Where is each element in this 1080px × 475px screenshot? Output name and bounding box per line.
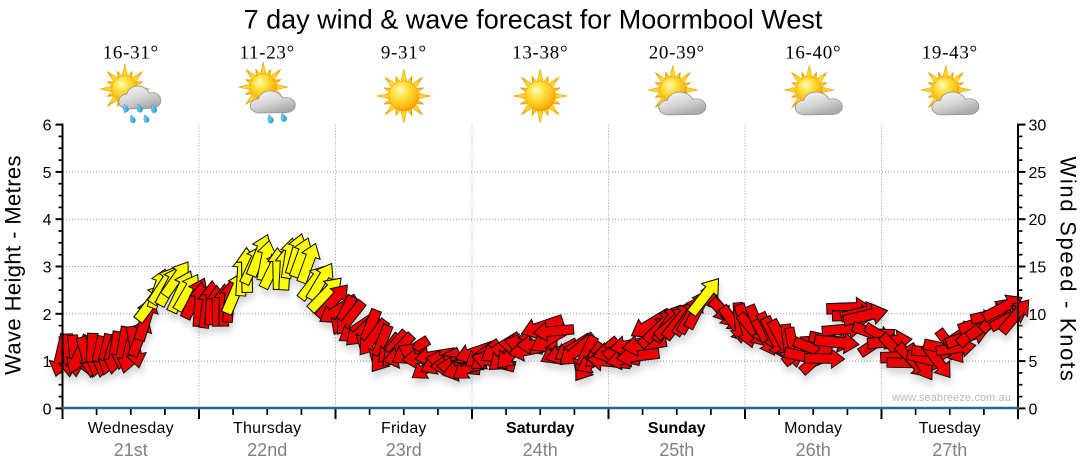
svg-text:15: 15 [1029,260,1047,277]
svg-text:Saturday: Saturday [506,420,575,437]
svg-text:20-39°: 20-39° [649,43,705,64]
svg-text:22nd: 22nd [247,440,287,460]
svg-text:Wave Height - Metres: Wave Height - Metres [1,155,26,375]
svg-text:6: 6 [43,118,52,135]
svg-text:10: 10 [1029,307,1047,324]
svg-text:9-31°: 9-31° [381,43,427,64]
svg-text:19-43°: 19-43° [922,43,978,64]
svg-text:Monday: Monday [784,420,842,437]
svg-text:3: 3 [43,260,52,277]
svg-text:0: 0 [43,401,52,418]
svg-text:5: 5 [43,165,52,182]
svg-text:Wednesday: Wednesday [88,420,174,437]
svg-text:www.seabreeze.com.au: www.seabreeze.com.au [891,392,1011,404]
svg-text:26th: 26th [796,440,831,460]
svg-text:Friday: Friday [381,420,427,437]
svg-text:Wind Speed - Knots: Wind Speed - Knots [1056,156,1080,382]
svg-text:13-38°: 13-38° [512,43,568,64]
svg-text:25th: 25th [659,440,694,460]
svg-text:24th: 24th [523,440,558,460]
svg-text:21st: 21st [114,440,148,460]
svg-text:2: 2 [43,307,52,324]
svg-text:25: 25 [1029,165,1047,182]
svg-text:16-31°: 16-31° [103,43,159,64]
svg-text:Thursday: Thursday [233,420,301,437]
svg-text:5: 5 [1029,354,1038,371]
svg-text:30: 30 [1029,118,1047,135]
svg-text:16-40°: 16-40° [785,43,841,64]
svg-text:11-23°: 11-23° [239,43,294,64]
svg-text:20: 20 [1029,212,1047,229]
svg-text:4: 4 [43,212,52,229]
svg-text:Tuesday: Tuesday [919,420,981,437]
svg-text:23rd: 23rd [386,440,422,460]
svg-text:7 day wind & wave forecast for: 7 day wind & wave forecast for Moormbool… [244,5,823,35]
svg-text:1: 1 [43,354,52,371]
svg-text:0: 0 [1029,401,1038,418]
svg-text:Sunday: Sunday [648,420,706,437]
svg-text:27th: 27th [932,440,967,460]
